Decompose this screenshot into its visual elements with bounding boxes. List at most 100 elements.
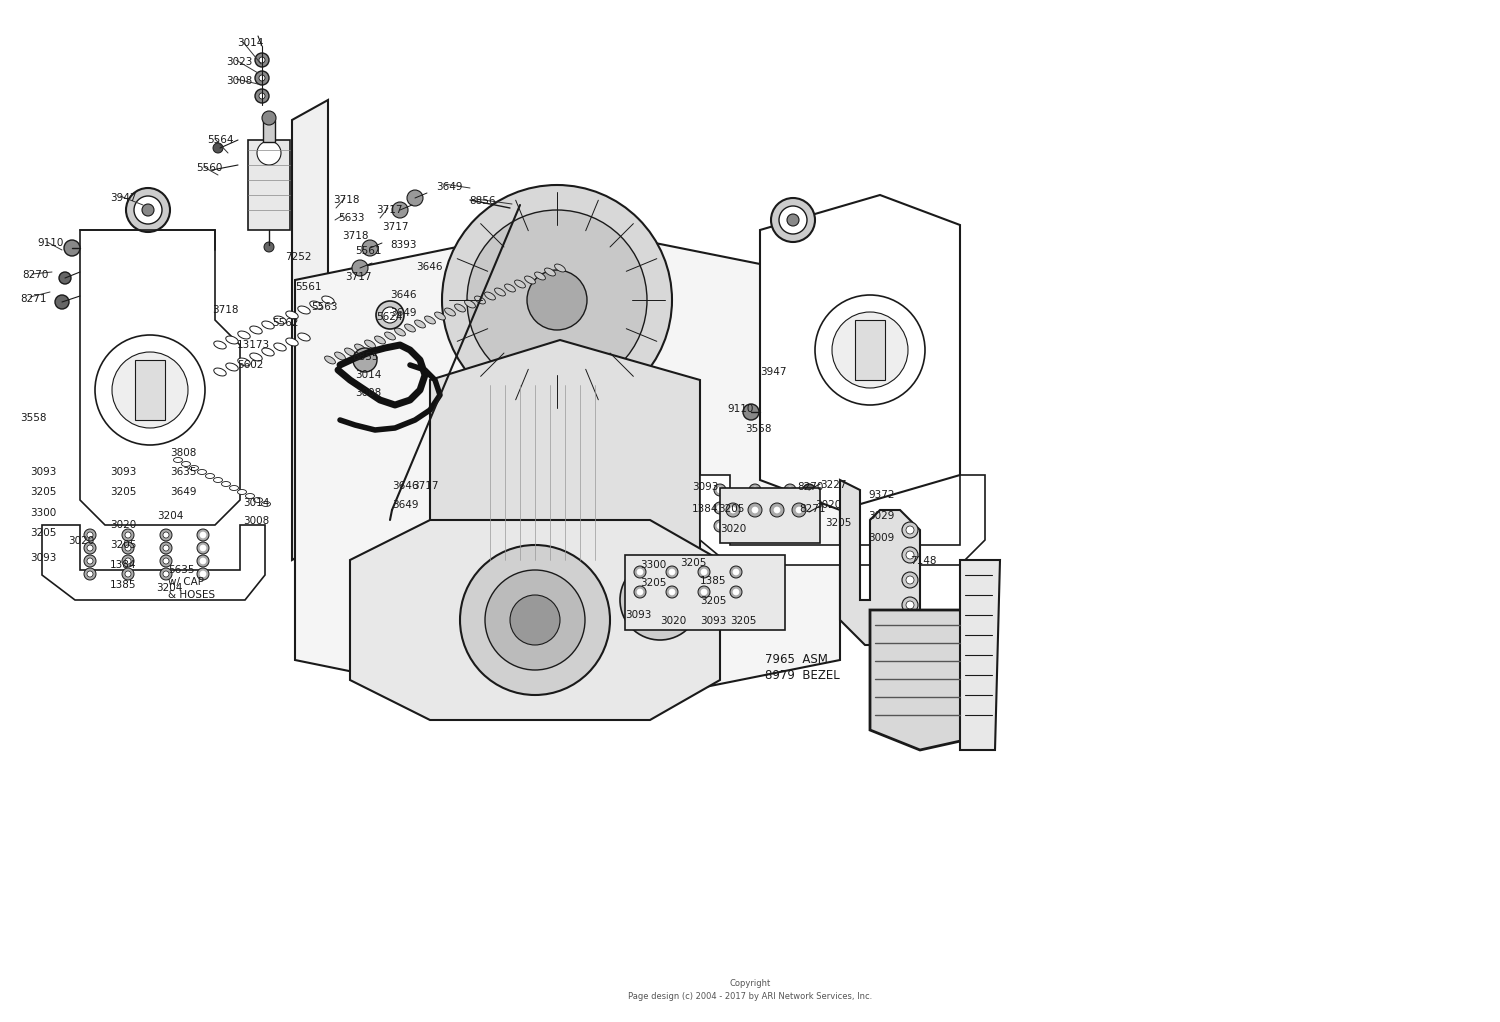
Text: 3020: 3020	[110, 520, 136, 530]
Ellipse shape	[525, 276, 536, 284]
Circle shape	[87, 558, 93, 564]
Circle shape	[902, 572, 918, 588]
Circle shape	[264, 242, 274, 252]
Ellipse shape	[262, 321, 274, 329]
Circle shape	[112, 352, 188, 428]
Circle shape	[200, 558, 206, 564]
Text: 5561: 5561	[296, 282, 321, 292]
Text: 5624: 5624	[376, 312, 402, 322]
Circle shape	[160, 568, 172, 580]
Circle shape	[255, 71, 268, 85]
Polygon shape	[42, 525, 266, 600]
Polygon shape	[430, 340, 700, 600]
Circle shape	[788, 487, 794, 493]
Circle shape	[84, 529, 96, 541]
Circle shape	[160, 529, 172, 541]
Circle shape	[256, 141, 280, 165]
Text: 8270: 8270	[796, 482, 824, 492]
Circle shape	[784, 484, 796, 496]
Text: 3093: 3093	[700, 616, 726, 626]
Text: 3558: 3558	[746, 424, 771, 434]
Circle shape	[442, 185, 672, 415]
Circle shape	[748, 484, 760, 496]
Ellipse shape	[444, 308, 456, 316]
Circle shape	[392, 202, 408, 218]
Text: 3205: 3205	[718, 504, 744, 514]
Circle shape	[748, 502, 760, 514]
Circle shape	[778, 206, 807, 234]
Circle shape	[352, 349, 376, 372]
Circle shape	[634, 566, 646, 578]
Circle shape	[748, 520, 760, 532]
Circle shape	[255, 53, 268, 67]
Text: 3718: 3718	[211, 305, 238, 315]
Circle shape	[200, 532, 206, 538]
Polygon shape	[760, 195, 960, 510]
Ellipse shape	[504, 284, 516, 292]
Text: 3649: 3649	[390, 308, 417, 318]
Text: 3717: 3717	[413, 481, 438, 491]
Ellipse shape	[334, 352, 345, 360]
Text: 3717: 3717	[382, 222, 408, 232]
Text: 1384: 1384	[110, 560, 136, 570]
Text: 1385: 1385	[700, 576, 726, 586]
Ellipse shape	[213, 477, 222, 482]
Circle shape	[771, 198, 814, 242]
Ellipse shape	[251, 326, 262, 334]
Ellipse shape	[214, 341, 226, 349]
Circle shape	[260, 75, 266, 81]
Circle shape	[906, 526, 914, 535]
Circle shape	[902, 547, 918, 563]
Circle shape	[752, 523, 758, 529]
Text: 3205: 3205	[700, 596, 726, 606]
Circle shape	[406, 190, 423, 206]
Circle shape	[717, 487, 723, 493]
Text: 8271: 8271	[20, 294, 46, 304]
Text: 7965  ASM.
8979  BEZEL: 7965 ASM. 8979 BEZEL	[765, 653, 840, 682]
Circle shape	[196, 555, 208, 567]
Circle shape	[717, 505, 723, 511]
Circle shape	[748, 503, 762, 517]
Text: 3718: 3718	[342, 231, 369, 241]
Text: 3558: 3558	[20, 413, 46, 423]
Circle shape	[666, 586, 678, 598]
Text: 3093: 3093	[692, 482, 718, 492]
Text: 3205: 3205	[730, 616, 756, 626]
Text: 5560: 5560	[196, 162, 222, 173]
Circle shape	[634, 575, 686, 625]
Circle shape	[142, 204, 154, 216]
Polygon shape	[870, 610, 970, 750]
Text: 3029: 3029	[868, 511, 894, 521]
Circle shape	[255, 89, 268, 103]
Circle shape	[124, 545, 130, 551]
Circle shape	[87, 545, 93, 551]
Circle shape	[164, 558, 170, 564]
Polygon shape	[296, 225, 840, 715]
Circle shape	[134, 196, 162, 224]
Text: 3008: 3008	[226, 76, 252, 86]
Text: 3009: 3009	[868, 533, 894, 543]
Ellipse shape	[454, 304, 465, 312]
Text: 3014: 3014	[356, 370, 381, 380]
Text: 3646: 3646	[416, 262, 442, 272]
Text: 3205: 3205	[110, 540, 136, 550]
Circle shape	[669, 569, 675, 575]
Circle shape	[788, 523, 794, 529]
Text: 3020: 3020	[68, 536, 94, 546]
Ellipse shape	[298, 306, 310, 314]
Text: 1384: 1384	[692, 504, 718, 514]
Ellipse shape	[274, 316, 286, 324]
Text: 7148: 7148	[910, 556, 936, 566]
Circle shape	[902, 522, 918, 538]
Circle shape	[200, 545, 206, 551]
Text: 3008: 3008	[243, 516, 270, 526]
Circle shape	[638, 569, 644, 575]
Ellipse shape	[246, 494, 255, 499]
Circle shape	[730, 566, 742, 578]
Circle shape	[650, 590, 670, 610]
Text: 3205: 3205	[680, 558, 706, 568]
Text: 3300: 3300	[640, 560, 666, 570]
Circle shape	[58, 272, 70, 284]
Text: 5633: 5633	[338, 213, 364, 223]
Circle shape	[714, 520, 726, 532]
